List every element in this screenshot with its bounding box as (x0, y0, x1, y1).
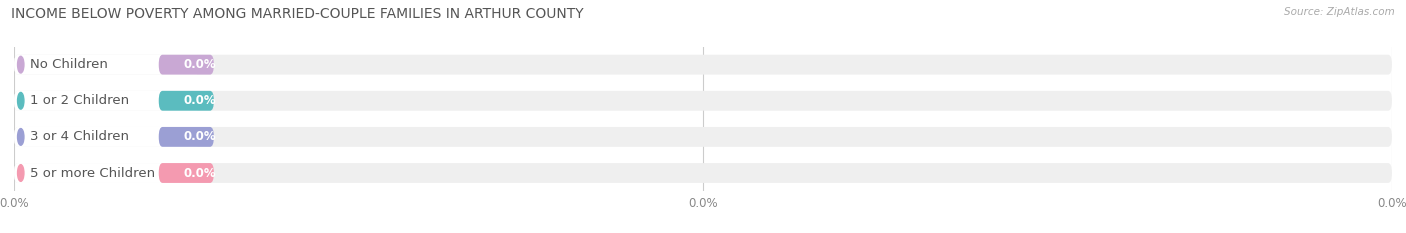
Text: 0.0%: 0.0% (184, 58, 217, 71)
Circle shape (17, 165, 24, 181)
Circle shape (17, 93, 24, 109)
Text: No Children: No Children (30, 58, 108, 71)
Circle shape (17, 129, 24, 145)
Text: 3 or 4 Children: 3 or 4 Children (30, 130, 129, 143)
Text: 5 or more Children: 5 or more Children (30, 167, 155, 179)
Text: 0.0%: 0.0% (184, 130, 217, 143)
FancyBboxPatch shape (14, 127, 1392, 147)
FancyBboxPatch shape (14, 163, 1392, 183)
Text: 0.0%: 0.0% (184, 94, 217, 107)
FancyBboxPatch shape (159, 127, 214, 147)
Text: Source: ZipAtlas.com: Source: ZipAtlas.com (1284, 7, 1395, 17)
FancyBboxPatch shape (14, 91, 1392, 111)
FancyBboxPatch shape (14, 55, 200, 75)
Text: INCOME BELOW POVERTY AMONG MARRIED-COUPLE FAMILIES IN ARTHUR COUNTY: INCOME BELOW POVERTY AMONG MARRIED-COUPL… (11, 7, 583, 21)
FancyBboxPatch shape (159, 91, 214, 111)
FancyBboxPatch shape (14, 91, 200, 111)
FancyBboxPatch shape (14, 163, 200, 183)
FancyBboxPatch shape (159, 163, 214, 183)
Circle shape (17, 56, 24, 73)
FancyBboxPatch shape (159, 55, 214, 75)
FancyBboxPatch shape (14, 55, 1392, 75)
FancyBboxPatch shape (14, 127, 200, 147)
Text: 1 or 2 Children: 1 or 2 Children (30, 94, 129, 107)
Text: 0.0%: 0.0% (184, 167, 217, 179)
